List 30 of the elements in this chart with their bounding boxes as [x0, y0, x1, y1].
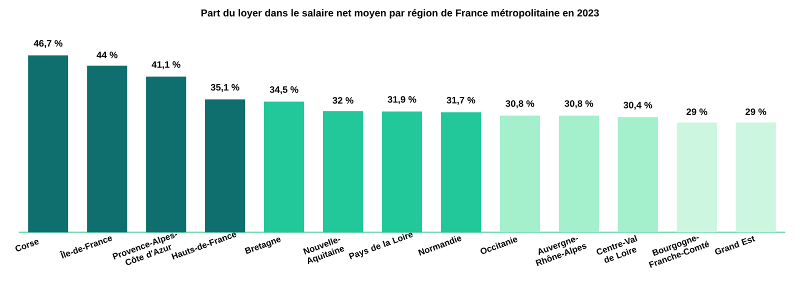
data-label: 31,9 %	[388, 96, 416, 104]
chart-title: Part du loyer dans le salaire net moyen par région de France métropolitaine en 2023	[201, 9, 599, 18]
bar	[322, 111, 364, 232]
data-label: 31,7 %	[446, 96, 476, 105]
bar	[264, 102, 304, 232]
bar	[558, 116, 599, 232]
bar	[676, 122, 717, 232]
bar	[500, 116, 540, 232]
data-label: 35,1 %	[210, 84, 240, 92]
bar	[382, 111, 422, 232]
bar	[87, 66, 128, 232]
bar	[146, 76, 186, 232]
data-label: 46,7 %	[34, 40, 62, 48]
data-label: 41,1 %	[152, 61, 180, 70]
data-label: 44 %	[96, 52, 118, 58]
data-label: 30,8 %	[564, 100, 594, 108]
data-label: 29 %	[746, 108, 766, 116]
data-label: 30,8 %	[506, 100, 534, 108]
bar	[736, 122, 776, 232]
bar	[205, 99, 246, 232]
data-label: 32 %	[332, 97, 354, 104]
x-tick-label: Grand Est	[715, 236, 756, 254]
data-label: 30,4 %	[624, 102, 652, 110]
x-tick-label: Pays de la Loire	[348, 232, 413, 260]
x-tick-label: Corse	[15, 240, 39, 252]
data-label: 29 %	[686, 108, 708, 116]
bar	[440, 112, 482, 232]
data-label: 34,5 %	[270, 86, 298, 94]
bar	[618, 117, 658, 232]
bar	[28, 55, 68, 232]
